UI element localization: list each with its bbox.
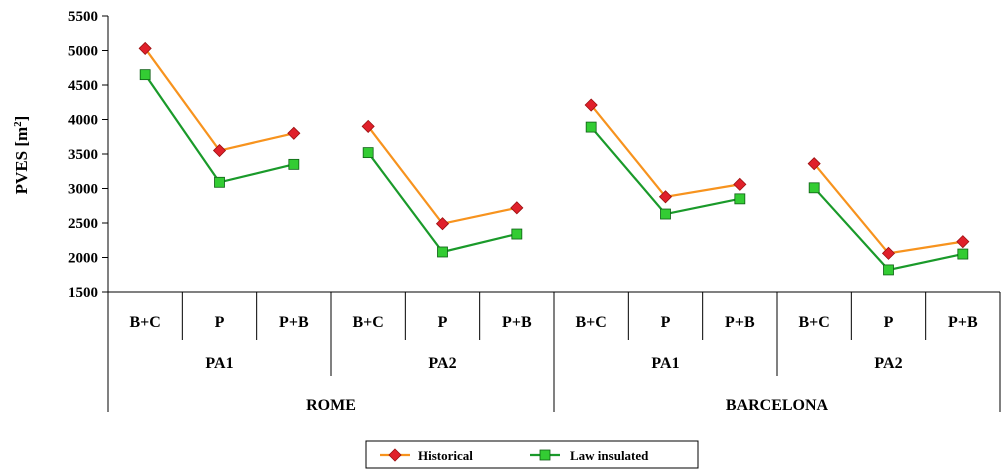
subgroup-label: PA1 — [205, 355, 233, 372]
data-point — [212, 143, 227, 158]
series-line — [144, 74, 295, 184]
data-point — [808, 182, 820, 194]
data-point — [585, 121, 597, 133]
data-point — [139, 69, 151, 81]
data-point — [361, 119, 375, 133]
y-tick-label: 4000 — [68, 113, 98, 129]
data-point — [214, 176, 225, 188]
series-line — [813, 162, 964, 255]
data-point — [584, 98, 598, 112]
x-categories: B+C P P+B B+C P P+B B+C P P+B B+C P P+B PA1 PA2 PA1 PA2… — [129, 292, 1001, 414]
data-point — [511, 228, 523, 240]
legend-marker — [539, 449, 551, 461]
x-category-label: P+B — [725, 314, 755, 331]
data-point — [734, 193, 746, 205]
x-category-label: B+C — [352, 314, 383, 331]
legend-label: Law insulated — [570, 448, 649, 463]
y-axis-label: PVES [m2] — [12, 116, 31, 195]
data-point — [733, 177, 747, 191]
y-ticks: 1500 2000 2500 3000 3500 4000 4500 5000 5500 — [68, 9, 108, 301]
x-category-label: P+B — [502, 314, 532, 331]
series-layer — [138, 41, 970, 276]
data-point — [956, 235, 970, 249]
data-point — [660, 208, 671, 220]
subgroup-label: PA2 — [874, 355, 902, 372]
y-tick-label: 5000 — [68, 44, 98, 60]
data-point — [138, 41, 152, 55]
data-point — [435, 217, 450, 231]
y-tick-label: 3000 — [68, 182, 98, 198]
x-category-label: P — [438, 314, 448, 331]
y-tick-label: 4500 — [68, 78, 98, 94]
subgroup-label: PA1 — [651, 355, 679, 372]
data-point — [883, 264, 894, 276]
series-1 — [139, 69, 969, 276]
legend-label: Historical — [418, 448, 473, 463]
y-tick-label: 3500 — [68, 147, 98, 163]
x-category-label: P — [215, 314, 225, 331]
x-category-label: B+C — [798, 314, 829, 331]
y-tick-label: 2000 — [68, 251, 98, 267]
legend: Historical Law insulated — [365, 440, 699, 469]
data-point — [288, 158, 300, 170]
x-category-label: P+B — [948, 314, 978, 331]
y-tick-label: 5500 — [68, 9, 98, 25]
series-line — [367, 151, 518, 254]
data-point — [957, 248, 969, 260]
x-category-label: B+C — [575, 314, 606, 331]
series-0 — [138, 41, 970, 260]
group-label: BARCELONA — [726, 397, 829, 414]
x-category-label: P — [884, 314, 894, 331]
data-point — [881, 246, 896, 260]
data-point — [437, 246, 448, 258]
group-label: ROME — [306, 397, 356, 414]
series-line — [367, 125, 518, 225]
data-point — [658, 190, 673, 204]
data-point — [807, 157, 821, 171]
x-category-label: B+C — [129, 314, 160, 331]
y-tick-label: 1500 — [68, 285, 98, 301]
series-line — [144, 47, 295, 152]
data-point — [287, 126, 301, 140]
data-point — [362, 147, 374, 159]
data-point — [510, 201, 524, 215]
y-tick-label: 2500 — [68, 216, 98, 232]
legend-marker — [388, 448, 402, 462]
x-category-label: P — [661, 314, 671, 331]
series-line — [590, 104, 741, 198]
x-category-label: P+B — [279, 314, 309, 331]
subgroup-label: PA2 — [428, 355, 456, 372]
